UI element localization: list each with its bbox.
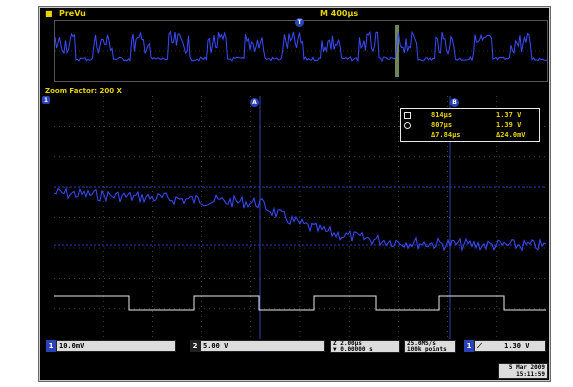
acquisition-box[interactable]: 25.0MS/s 100k points [404,340,456,353]
cursor-delta-volt: Δ24.0mV [496,131,526,139]
cursor-delta-time: Δ7.84µs [431,131,461,139]
cursor-b-time: 807µs [431,121,452,129]
trigger-level-value: 1.30 V [504,342,529,350]
cursor-readout-panel: 814µs 1.37 V 807µs 1.39 V Δ7.84µs Δ24.0m… [400,108,540,142]
overview-trace [55,32,547,61]
cursor-b-handle[interactable]: B [450,98,459,107]
overview-waveform [54,20,548,82]
ch2-scale[interactable]: 5.00 V [200,340,325,352]
ch1-badge[interactable]: 1 [46,340,56,352]
ch1-ref-marker[interactable]: 1 [42,96,50,104]
ch2-badge[interactable]: 2 [190,340,200,352]
cursor-a-square-icon [404,112,411,119]
record-length: 100k points [407,347,455,353]
ch1-scale[interactable]: 10.0mV [56,340,176,352]
timebase-label: M 400µs [320,9,358,18]
date-label: 5 Mar 2009 [499,364,545,371]
oscilloscope-frame: ■ PreVu M 400µs T Zoom Factor: 200 X A B… [38,6,551,382]
oscilloscope-screen: ■ PreVu M 400µs T Zoom Factor: 200 X A B… [40,8,549,380]
zoom-position: ▼ 0.00000 s [333,347,399,353]
ch1-marker-top: ■ [45,9,53,18]
trigger-level[interactable]: ⟋ 1.30 V [474,340,546,352]
cursor-b-volt: 1.39 V [496,121,521,129]
time-label: 15:11:59 [499,371,545,378]
zoom-factor-label: Zoom Factor: 200 X [45,87,122,95]
cursor-b-circle-icon [404,122,411,129]
cursor-a-volt: 1.37 V [496,111,521,119]
trigger-channel-badge[interactable]: 1 [464,340,474,352]
cursor-a-handle[interactable]: A [250,98,259,107]
rising-edge-icon: ⟋ [477,342,482,350]
datetime-box: 5 Mar 2009 15:11:59 [498,363,548,379]
prevu-label: PreVu [59,9,86,18]
cursor-a-time: 814µs [431,111,452,119]
zoom-timebase-box[interactable]: Z 2.00µs ▼ 0.00000 s [330,340,400,353]
settings-bar: 1 10.0mV 2 5.00 V Z 2.00µs ▼ 0.00000 s 2… [40,339,549,353]
ch2-trace [54,296,546,310]
trigger-position-marker[interactable]: T [295,18,304,27]
